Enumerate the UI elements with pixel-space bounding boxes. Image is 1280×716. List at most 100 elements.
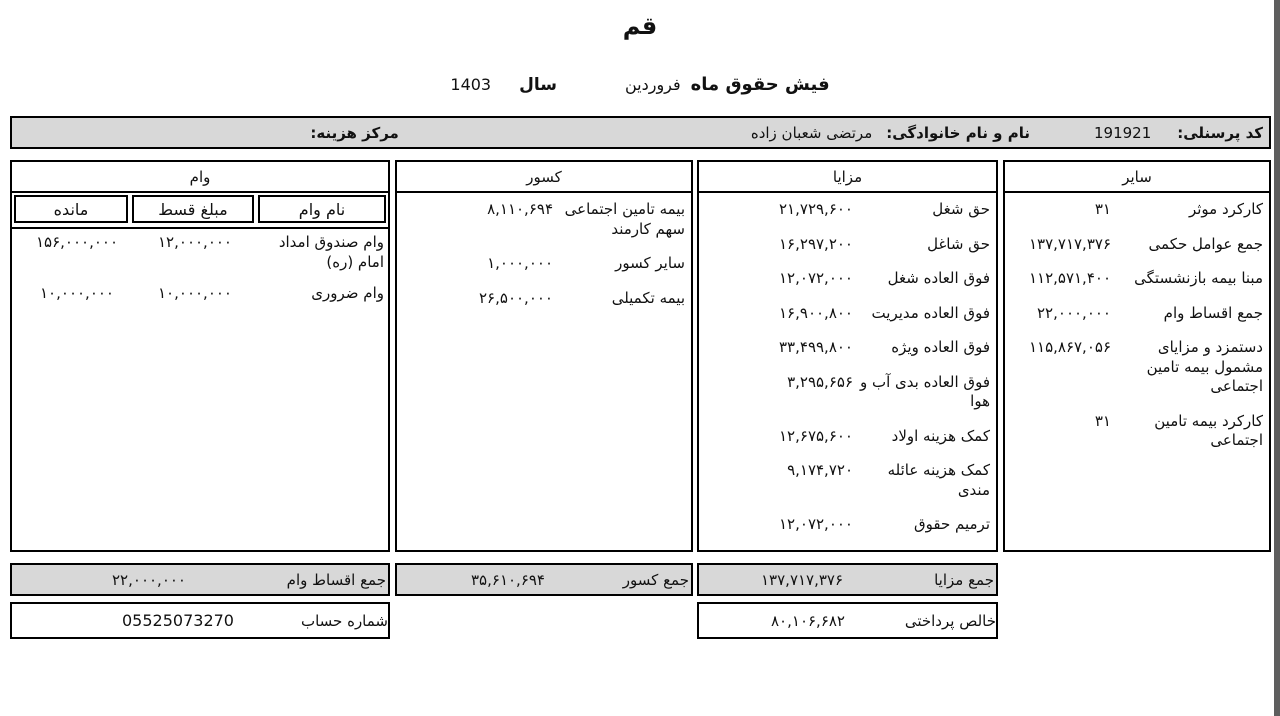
- loan-installment-header: مبلغ قسط: [132, 195, 254, 223]
- total-benefits-value: ۱۳۷,۷۱۷,۳۷۶: [761, 570, 844, 589]
- benefit-label: فوق العاده بدی آب و هوا: [859, 372, 990, 411]
- other-column: سایر کارکرد موثر ۳۱ جمع عوامل حکمی ۱۳۷,۷…: [1003, 160, 1271, 552]
- other-value: ۱۳۷,۷۱۷,۳۷۶: [1028, 234, 1111, 253]
- benefit-label: فوق العاده شغل: [887, 269, 990, 287]
- loan-balance: ۱۰,۰۰۰,۰۰۰: [40, 284, 114, 302]
- loan-name-header: نام وام: [258, 195, 386, 223]
- loan-name: وام صندوق امداد امام (ره): [278, 233, 384, 271]
- payslip-subtitle: فیش حقوق ماه فروردین سال 1403: [0, 74, 1280, 95]
- benefit-row: ترمیم حقوق ۱۲,۰۷۲,۰۰۰: [705, 515, 990, 535]
- benefit-row: فوق العاده شغل ۱۲,۰۷۲,۰۰۰: [705, 269, 990, 289]
- benefit-label: فوق العاده مدیریت: [871, 303, 990, 322]
- loan-row: وام ضروری ۱۰,۰۰۰,۰۰۰ ۱۰,۰۰۰,۰۰۰: [12, 284, 388, 304]
- personnel-code-value: 191921: [1093, 123, 1152, 142]
- account-number-label: شماره حساب: [300, 611, 388, 630]
- net-pay-value: ۸۰,۱۰۶,۶۸۲: [771, 611, 845, 630]
- deduction-row: سایر کسور ۱,۰۰۰,۰۰۰: [403, 254, 685, 274]
- benefit-value: ۳۳,۴۹۹,۸۰۰: [779, 338, 853, 356]
- year-value: 1403: [450, 75, 492, 94]
- total-loan-installments-box: جمع اقساط وام ۲۲,۰۰۰,۰۰۰: [10, 563, 390, 596]
- benefit-row: فوق العاده ویژه ۳۳,۴۹۹,۸۰۰: [705, 338, 990, 358]
- benefit-value: ۱۲,۶۷۵,۶۰۰: [779, 426, 853, 445]
- other-value: ۳۱: [1094, 411, 1111, 430]
- benefit-row: حق شاغل ۱۶,۲۹۷,۲۰۰: [705, 235, 990, 255]
- other-label: جمع اقساط وام: [1163, 303, 1263, 322]
- fullname-value: مرتضی شعبان زاده: [750, 123, 873, 142]
- other-column-title: سایر: [1005, 162, 1269, 193]
- year-label: سال: [519, 75, 557, 95]
- deduction-label: بیمه تامین اجتماعی سهم کارمند: [564, 200, 685, 238]
- total-deductions-box: جمع کسور ۳۵,۶۱۰,۶۹۴: [395, 563, 693, 596]
- total-deductions-label: جمع کسور: [622, 570, 689, 589]
- benefit-row: کمک هزینه عائله مندی ۹,۱۷۴,۷۲۰: [705, 461, 990, 500]
- other-row: دستمزد و مزایای مشمول بیمه تامین اجتماعی…: [1011, 338, 1263, 397]
- net-pay-box: خالص پرداختی ۸۰,۱۰۶,۶۸۲: [697, 602, 998, 639]
- benefit-row: فوق العاده مدیریت ۱۶,۹۰۰,۸۰۰: [705, 304, 990, 324]
- benefit-row: حق شغل ۲۱,۷۲۹,۶۰۰: [705, 200, 990, 220]
- other-label: کارکرد موثر: [1188, 200, 1263, 218]
- other-label: دستمزد و مزایای مشمول بیمه تامین اجتماعی: [1146, 338, 1263, 395]
- benefit-value: ۹,۱۷۴,۷۲۰: [787, 461, 853, 479]
- fullname-label: نام و نام خانوادگی:: [886, 123, 1030, 142]
- other-row: جمع اقساط وام ۲۲,۰۰۰,۰۰۰: [1011, 304, 1263, 324]
- benefit-row: کمک هزینه اولاد ۱۲,۶۷۵,۶۰۰: [705, 427, 990, 447]
- other-value: ۲۲,۰۰۰,۰۰۰: [1037, 303, 1111, 322]
- benefit-label: کمک هزینه عائله مندی: [887, 461, 990, 499]
- deduction-row: بیمه تامین اجتماعی سهم کارمند ۸,۱۱۰,۶۹۴: [403, 200, 685, 239]
- cost-center-label: مرکز هزینه:: [310, 123, 399, 142]
- other-label: مبنا بیمه بازنشستگی: [1134, 269, 1263, 287]
- loan-installment: ۱۰,۰۰۰,۰۰۰: [158, 284, 232, 302]
- benefit-label: فوق العاده ویژه: [891, 338, 990, 356]
- vertical-scrollbar[interactable]: [1274, 0, 1280, 716]
- loans-column-title: وام: [12, 162, 388, 193]
- benefit-label: حق شاغل: [927, 234, 990, 253]
- deduction-label: بیمه تکمیلی: [611, 288, 685, 307]
- other-row: کارکرد بیمه تامین اجتماعی ۳۱: [1011, 412, 1263, 451]
- benefit-value: ۱۲,۰۷۲,۰۰۰: [779, 515, 853, 533]
- benefits-column-body: حق شغل ۲۱,۷۲۹,۶۰۰ حق شاغل ۱۶,۲۹۷,۲۰۰ فوق…: [699, 193, 996, 542]
- other-label: جمع عوامل حکمی: [1148, 234, 1263, 253]
- page-title: قم: [622, 12, 658, 40]
- benefit-value: ۳,۲۹۵,۶۵۶: [787, 372, 853, 391]
- other-value: ۱۱۲,۵۷۱,۴۰۰: [1028, 269, 1111, 287]
- deduction-value: ۱,۰۰۰,۰۰۰: [487, 254, 553, 272]
- benefit-value: ۱۶,۹۰۰,۸۰۰: [779, 303, 853, 322]
- other-value: ۳۱: [1094, 200, 1111, 218]
- subtitle-label: فیش حقوق ماه: [690, 74, 830, 95]
- benefit-value: ۲۱,۷۲۹,۶۰۰: [779, 200, 853, 218]
- deductions-column-title: کسور: [397, 162, 691, 193]
- total-loan-installments-value: ۲۲,۰۰۰,۰۰۰: [112, 570, 186, 589]
- deduction-value: ۲۶,۵۰۰,۰۰۰: [479, 288, 553, 307]
- net-pay-label: خالص پرداختی: [904, 611, 996, 630]
- loan-balance-header: مانده: [14, 195, 128, 223]
- loan-subheader-row: نام وام مبلغ قسط مانده: [12, 193, 388, 229]
- benefit-row: فوق العاده بدی آب و هوا ۳,۲۹۵,۶۵۶: [705, 373, 990, 412]
- benefit-value: ۱۶,۲۹۷,۲۰۰: [779, 234, 853, 253]
- total-deductions-value: ۳۵,۶۱۰,۶۹۴: [471, 570, 545, 589]
- loans-column: وام نام وام مبلغ قسط مانده وام صندوق امد…: [10, 160, 390, 552]
- other-row: جمع عوامل حکمی ۱۳۷,۷۱۷,۳۷۶: [1011, 235, 1263, 255]
- loan-installment: ۱۲,۰۰۰,۰۰۰: [158, 233, 232, 251]
- other-column-body: کارکرد موثر ۳۱ جمع عوامل حکمی ۱۳۷,۷۱۷,۳۷…: [1005, 193, 1269, 458]
- benefit-value: ۱۲,۰۷۲,۰۰۰: [779, 269, 853, 287]
- total-loan-installments-label: جمع اقساط وام: [286, 570, 386, 589]
- other-label: کارکرد بیمه تامین اجتماعی: [1154, 411, 1263, 450]
- deductions-column: کسور بیمه تامین اجتماعی سهم کارمند ۸,۱۱۰…: [395, 160, 693, 552]
- personnel-code-label: کد پرسنلی:: [1177, 123, 1263, 142]
- benefits-column: مزایا حق شغل ۲۱,۷۲۹,۶۰۰ حق شاغل ۱۶,۲۹۷,۲…: [697, 160, 998, 552]
- other-row: کارکرد موثر ۳۱: [1011, 200, 1263, 220]
- benefit-label: کمک هزینه اولاد: [891, 426, 990, 445]
- account-number-box: شماره حساب 05525073270: [10, 602, 390, 639]
- loan-name: وام ضروری: [311, 284, 384, 302]
- total-benefits-label: جمع مزایا: [934, 570, 994, 589]
- benefits-column-title: مزایا: [699, 162, 996, 193]
- deduction-label: سایر کسور: [615, 254, 685, 272]
- deduction-row: بیمه تکمیلی ۲۶,۵۰۰,۰۰۰: [403, 289, 685, 309]
- other-row: مبنا بیمه بازنشستگی ۱۱۲,۵۷۱,۴۰۰: [1011, 269, 1263, 289]
- deductions-column-body: بیمه تامین اجتماعی سهم کارمند ۸,۱۱۰,۶۹۴ …: [397, 193, 691, 315]
- month-value: فروردین: [624, 75, 681, 94]
- benefit-label: حق شغل: [932, 200, 990, 218]
- total-benefits-box: جمع مزایا ۱۳۷,۷۱۷,۳۷۶: [697, 563, 998, 596]
- employee-header-bar: کد پرسنلی: 191921 نام و نام خانوادگی: مر…: [10, 116, 1271, 149]
